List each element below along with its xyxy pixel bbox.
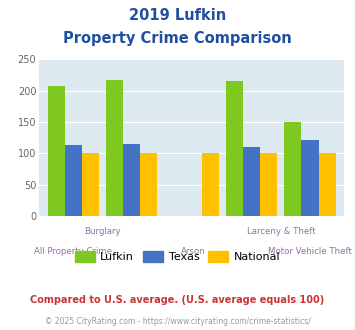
Bar [243,147,260,216]
Text: Arson: Arson [181,248,206,256]
Bar [48,86,65,216]
Bar [226,82,243,216]
Bar [284,122,301,216]
Bar [202,153,219,216]
Bar [123,144,140,216]
Bar [140,153,157,216]
Text: © 2025 CityRating.com - https://www.cityrating.com/crime-statistics/: © 2025 CityRating.com - https://www.city… [45,317,310,326]
Text: All Property Crime: All Property Crime [34,248,113,256]
Text: 2019 Lufkin: 2019 Lufkin [129,8,226,23]
Text: Motor Vehicle Theft: Motor Vehicle Theft [268,248,352,256]
Bar [319,153,336,216]
Text: Larceny & Theft: Larceny & Theft [247,227,315,236]
Text: Burglary: Burglary [84,227,121,236]
Bar [65,145,82,216]
Bar [301,140,319,216]
Bar [260,153,278,216]
Legend: Lufkin, Texas, National: Lufkin, Texas, National [70,247,285,267]
Text: Property Crime Comparison: Property Crime Comparison [63,31,292,46]
Bar [82,153,99,216]
Bar [106,80,123,216]
Text: Compared to U.S. average. (U.S. average equals 100): Compared to U.S. average. (U.S. average … [31,295,324,305]
